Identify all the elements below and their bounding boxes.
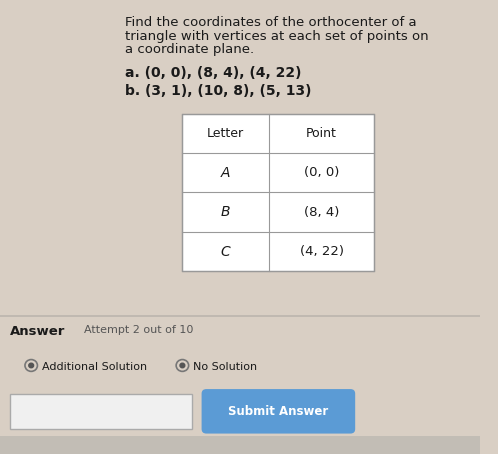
Text: Attempt 2 out of 10: Attempt 2 out of 10 [84, 325, 193, 335]
Text: Additional Solution: Additional Solution [42, 362, 147, 372]
Text: Find the coordinates of the orthocenter of a: Find the coordinates of the orthocenter … [125, 16, 416, 29]
Text: (0, 0): (0, 0) [304, 166, 339, 179]
Text: Point: Point [306, 127, 337, 140]
Text: b. (3, 1), (10, 8), (5, 13): b. (3, 1), (10, 8), (5, 13) [125, 84, 311, 98]
Circle shape [180, 363, 185, 368]
Text: a coordinate plane.: a coordinate plane. [125, 43, 254, 56]
FancyBboxPatch shape [182, 114, 374, 271]
Text: C: C [221, 245, 231, 259]
Text: No Solution: No Solution [193, 362, 257, 372]
Text: a. (0, 0), (8, 4), (4, 22): a. (0, 0), (8, 4), (4, 22) [125, 66, 301, 80]
Text: A: A [221, 166, 231, 180]
FancyBboxPatch shape [202, 389, 355, 434]
Text: B: B [221, 205, 231, 219]
Text: (4, 22): (4, 22) [300, 245, 344, 258]
FancyBboxPatch shape [0, 436, 480, 454]
Text: Letter: Letter [207, 127, 244, 140]
Text: Submit Answer: Submit Answer [228, 405, 329, 418]
Text: Answer: Answer [9, 325, 65, 338]
FancyBboxPatch shape [9, 394, 192, 429]
Text: (8, 4): (8, 4) [304, 206, 339, 219]
Text: triangle with vertices at each set of points on: triangle with vertices at each set of po… [125, 30, 428, 43]
Circle shape [29, 363, 33, 368]
